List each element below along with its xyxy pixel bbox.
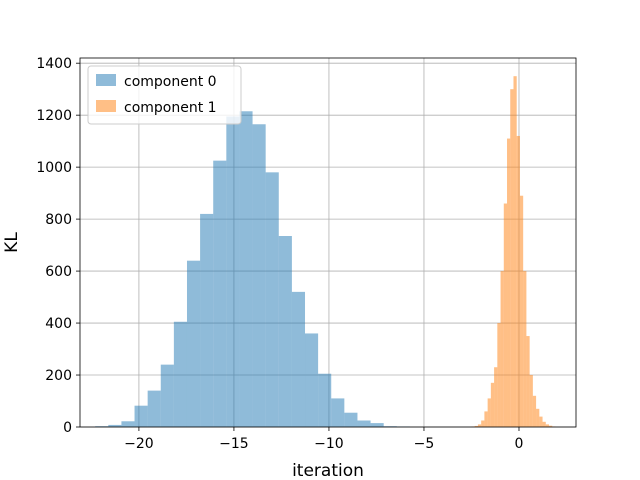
bar-component-1: [549, 425, 553, 427]
bar-component-0: [370, 423, 384, 427]
bar-component-0: [318, 373, 332, 427]
bar-component-0: [134, 405, 148, 427]
bar-component-1: [510, 89, 514, 427]
bar-component-1: [542, 421, 546, 427]
bar-component-0: [239, 111, 253, 428]
y-tick-label: 600: [45, 264, 72, 280]
y-tick-label: 1200: [36, 108, 72, 124]
legend-label-component-0: component 0: [124, 74, 217, 90]
bar-component-0: [226, 116, 240, 427]
bar-component-0: [147, 390, 161, 427]
y-tick-label: 1400: [36, 56, 72, 72]
legend-label-component-1: component 1: [124, 100, 217, 116]
y-tick-label: 200: [45, 368, 72, 384]
bar-component-0: [200, 213, 214, 427]
legend-swatch-component-0: [96, 74, 116, 86]
bar-component-0: [121, 421, 135, 427]
bar-component-0: [252, 124, 266, 427]
legend-frame: [87, 65, 242, 125]
bar-component-1: [494, 367, 498, 427]
bar-component-1: [484, 411, 488, 427]
bar-component-1: [519, 195, 524, 427]
x-tick-label: −20: [124, 436, 154, 452]
bar-component-1: [545, 424, 550, 427]
bar-component-1: [539, 416, 543, 427]
bar-component-0: [278, 236, 292, 427]
bar-component-1: [481, 420, 485, 427]
y-tick-label: 1000: [36, 160, 72, 176]
bar-component-1: [529, 375, 533, 427]
axis-ticks: −20 −15 −10 −5 0 0 200 400 600 800 1000 1200 1400: [36, 56, 523, 452]
bar-component-1: [523, 271, 527, 427]
histogram-bars: [95, 76, 556, 428]
bar-component-1: [490, 382, 495, 427]
x-axis-label: iteration: [292, 461, 364, 480]
y-tick-label: 800: [45, 212, 72, 228]
bar-component-1: [487, 398, 491, 427]
bar-component-0: [357, 420, 371, 427]
legend-swatch-component-1: [96, 100, 116, 112]
bar-component-1: [507, 138, 511, 427]
y-tick-label: 400: [45, 316, 72, 332]
bar-component-0: [344, 412, 358, 427]
legend: component 0 component 1: [87, 65, 242, 125]
bar-component-0: [331, 398, 345, 427]
bar-component-1: [500, 271, 504, 427]
y-axis-label: KL: [2, 232, 22, 253]
x-tick-label: −10: [314, 436, 344, 452]
bar-component-0: [108, 424, 122, 427]
bar-component-1: [503, 203, 508, 427]
bar-component-0: [173, 321, 187, 427]
y-tick-label: 0: [63, 420, 72, 436]
bar-component-0: [186, 260, 201, 427]
bar-component-1: [477, 424, 482, 427]
bar-component-0: [305, 333, 319, 427]
bar-component-1: [516, 135, 520, 427]
bar-component-1: [497, 323, 501, 427]
bar-component-0: [160, 364, 174, 427]
bar-component-0: [291, 291, 306, 427]
bar-component-1: [513, 76, 517, 428]
x-tick-label: −5: [414, 436, 435, 452]
plot-area-frame: [79, 57, 577, 428]
bar-component-1: [536, 408, 540, 427]
bar-component-0: [265, 172, 279, 427]
bar-component-0: [213, 160, 227, 428]
bar-component-1: [474, 425, 478, 427]
x-tick-label: −15: [219, 436, 249, 452]
bar-component-1: [532, 395, 537, 427]
x-tick-label: 0: [515, 436, 524, 452]
bar-component-1: [526, 336, 530, 427]
